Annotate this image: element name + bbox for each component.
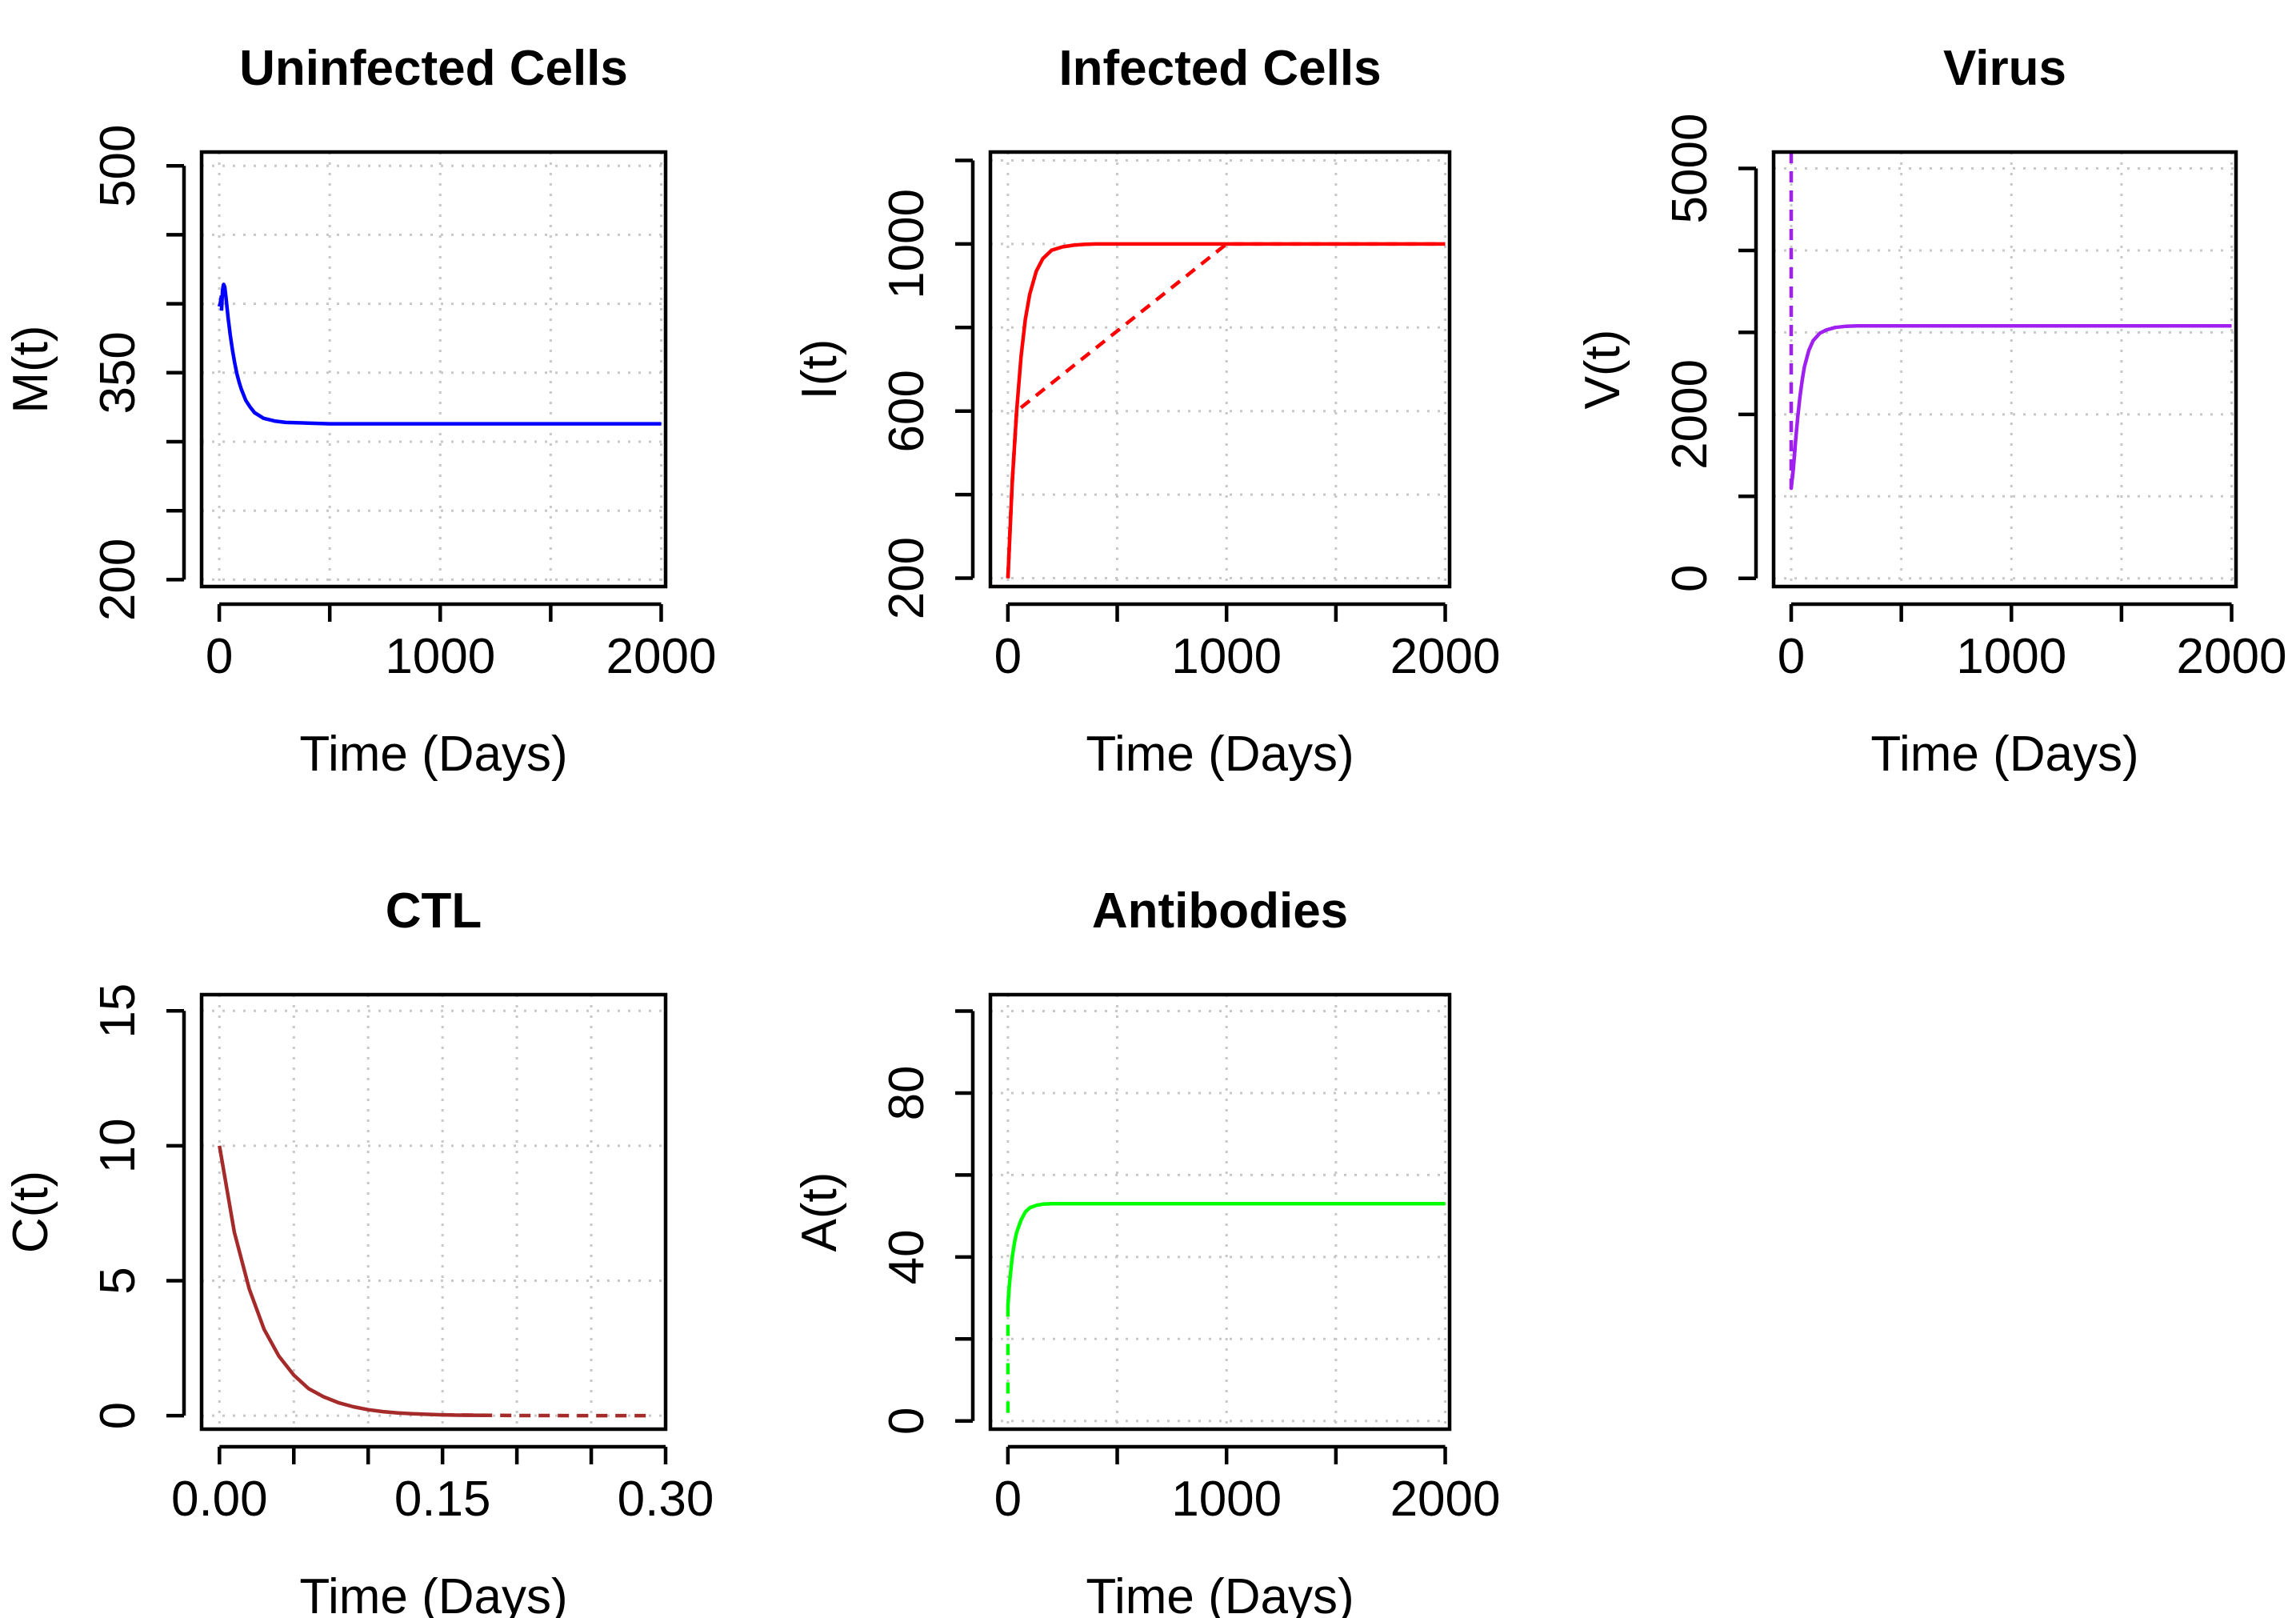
series-dashed [217,282,227,307]
y-tick-label: 2000 [1662,359,1718,470]
x-tick-label: 2000 [2177,629,2287,684]
series-dashed [1006,242,1446,579]
x-tick-label: 0.15 [394,1472,491,1527]
y-tick-label: 40 [879,1229,934,1284]
chart-title: Uninfected Cells [239,41,628,96]
plot-frame [199,150,668,589]
y-axis-label: A(t) [792,1172,847,1252]
plot-frame [1771,150,2238,589]
series-dashed [442,1412,651,1418]
x-tick-label: 0 [1778,629,1805,684]
series-solid [1006,1202,1446,1307]
x-tick-label: 1000 [1171,1472,1282,1527]
chart-title: Virus [1943,41,2066,96]
y-tick-label: 0 [1662,565,1718,592]
x-tick-label: 0 [994,1472,1022,1527]
y-tick-label: 80 [879,1065,934,1120]
y-axis-label: I(t) [792,339,847,400]
x-axis-label: Time (Days) [1086,727,1354,782]
y-axis-label: M(t) [3,325,58,413]
y-tick-label: 5000 [1662,114,1718,224]
plot-frame [988,992,1452,1432]
panel-infected-cells: 0 1000 2000 200 600 1000 Infected Cells Time (D… [792,41,1501,782]
chart-title: Antibodies [1092,883,1348,939]
series-dashed [1006,1289,1011,1413]
panel-uninfected-cells: 0 1000 2000 200 350 500 Uninfected Cells Time (… [3,41,716,782]
series-solid [218,1145,487,1418]
x-tick-label: 1000 [1956,629,2066,684]
x-axis-label: Time (Days) [1086,1569,1354,1618]
x-tick-label: 0 [206,629,233,684]
y-tick-label: 200 [90,539,146,621]
chart-title: Infected Cells [1058,41,1381,96]
x-tick-label: 2000 [1390,1472,1501,1527]
x-axis-label: Time (Days) [1870,727,2138,782]
plot-frame [199,992,668,1432]
x-axis-label: Time (Days) [299,1569,567,1618]
y-axis-label: C(t) [3,1171,58,1253]
series-solid [219,282,662,426]
y-tick-label: 10 [90,1118,146,1173]
y-tick-label: 0 [879,1408,934,1435]
x-tick-label: 1000 [385,629,495,684]
x-axis-label: Time (Days) [299,727,567,782]
y-tick-label: 200 [879,537,934,619]
y-tick-label: 500 [90,125,146,207]
x-tick-label: 2000 [606,629,717,684]
panel-virus: 0 1000 2000 0 2000 5000 Virus Time (Days) V(t) [1575,41,2286,782]
series-solid [1006,242,1446,579]
series-dashed [1789,152,1798,491]
panel-antibodies: 0 1000 2000 0 40 80 Antibodies Time (Days) A(t) [792,883,1501,1618]
y-tick-label: 350 [90,331,146,414]
plot-frame [988,150,1452,589]
x-tick-label: 0.30 [618,1472,714,1527]
y-tick-label: 0 [90,1402,146,1429]
x-tick-label: 0 [994,629,1022,684]
y-tick-label: 5 [90,1267,146,1294]
y-axis-label: V(t) [1575,330,1630,410]
y-tick-label: 1000 [879,189,934,299]
x-tick-label: 2000 [1390,629,1501,684]
panel-ctl: 0.00 0.15 0.30 0 5 10 15 CTL Time (Days) C(t) [3,883,714,1618]
y-tick-label: 15 [90,983,146,1039]
series-solid [1789,323,2232,489]
chart-title: CTL [386,883,482,939]
x-tick-label: 0.00 [171,1472,268,1527]
y-tick-label: 600 [879,370,934,452]
x-tick-label: 1000 [1171,629,1282,684]
